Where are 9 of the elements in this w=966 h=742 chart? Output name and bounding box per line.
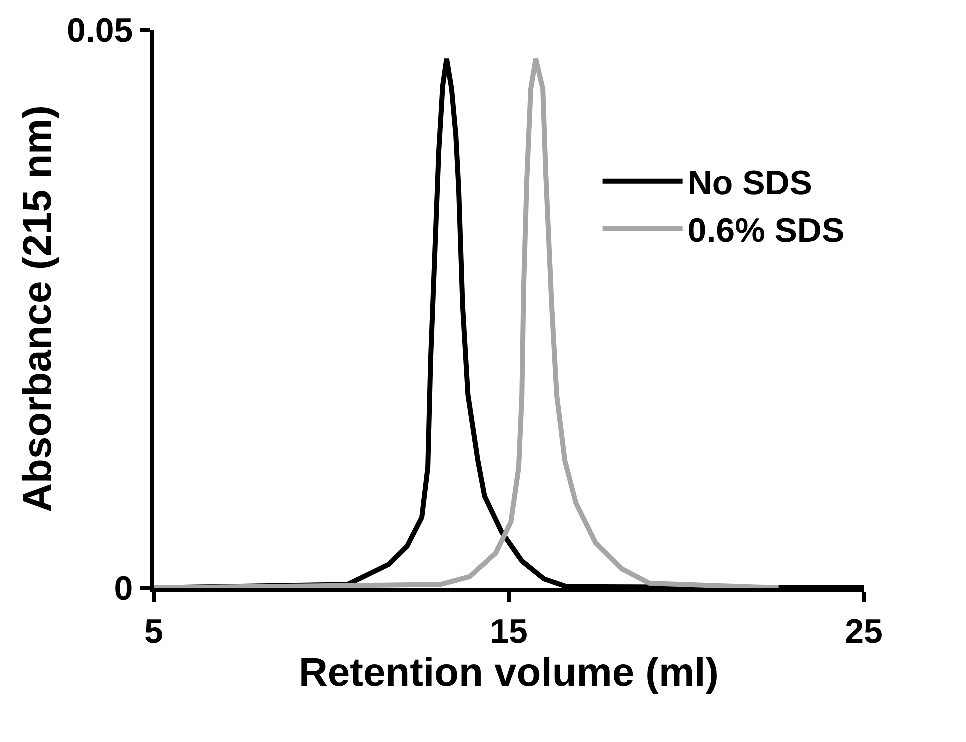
y-axis-title: Absorbance (215 nm) <box>16 106 60 512</box>
x-tick-label: 15 <box>490 612 528 651</box>
legend-label: No SDS <box>688 164 812 203</box>
y-tick-label: 0.05 <box>67 12 134 50</box>
x-tick-label: 5 <box>144 612 164 651</box>
x-axis-title: Retention volume (ml) <box>298 650 720 695</box>
x-tick-label: 25 <box>845 612 883 651</box>
y-tick-label: 0 <box>114 570 134 608</box>
legend-label: 0.6% SDS <box>688 212 845 250</box>
